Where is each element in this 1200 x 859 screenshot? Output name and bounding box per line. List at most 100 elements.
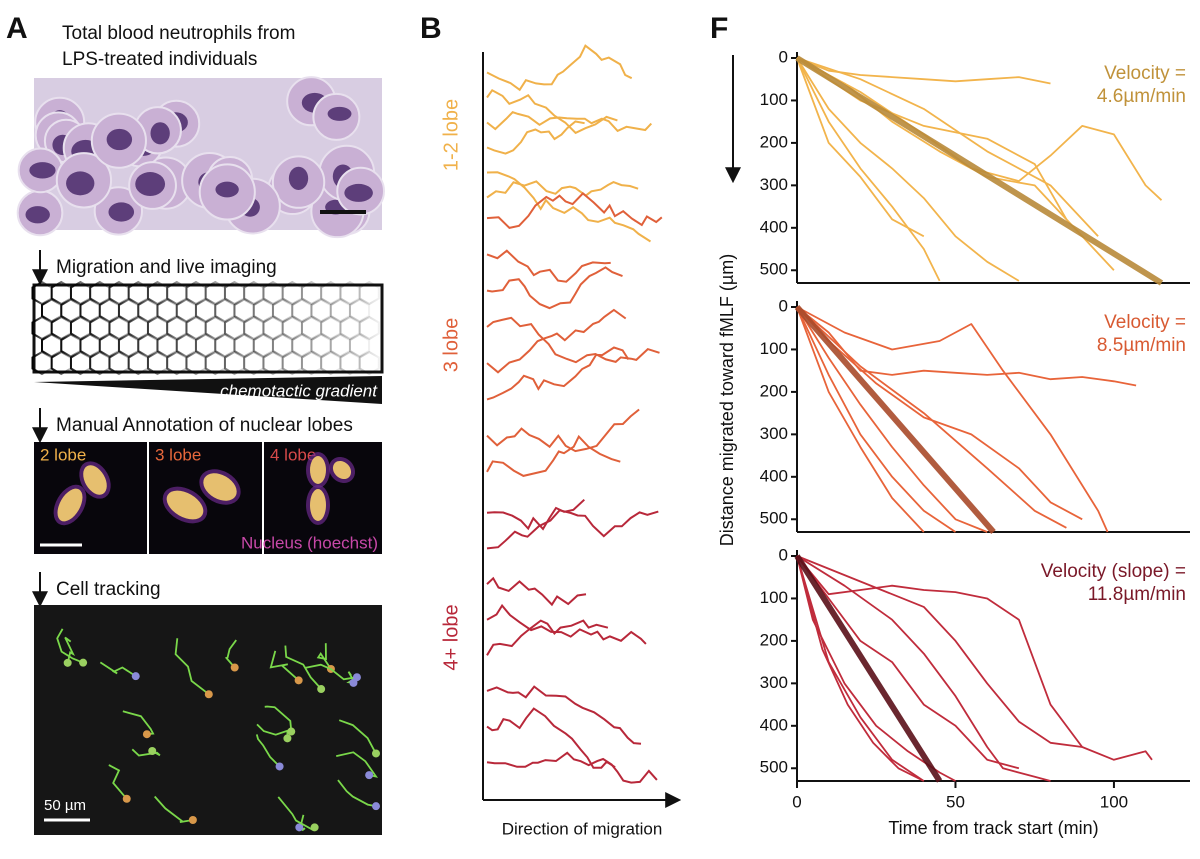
annotation: Velocity = — [1104, 312, 1186, 333]
nucleus — [66, 171, 95, 196]
cell-dot — [283, 734, 292, 743]
y-axis-label: Distance migrated toward fMLF (µm) — [717, 254, 737, 546]
lobe — [310, 489, 326, 521]
gradient-wedge — [34, 376, 382, 404]
cell-track — [255, 734, 281, 768]
cell-dot — [79, 658, 88, 667]
cell-track — [486, 509, 659, 550]
fit-line — [794, 554, 943, 783]
cell-track — [154, 795, 194, 823]
cell-dot — [310, 823, 319, 832]
y-tick-label: 400 — [760, 715, 788, 734]
cell-track — [486, 308, 627, 374]
nucleus — [25, 206, 50, 224]
y-tick-label: 200 — [760, 630, 788, 649]
lobe — [57, 488, 83, 522]
cell-track — [304, 663, 358, 681]
fit-line — [794, 305, 996, 534]
track-line — [796, 57, 941, 282]
cell-dot — [63, 658, 72, 667]
y-tick-label: 200 — [760, 132, 788, 151]
cell-dot — [148, 746, 157, 755]
nucleus — [288, 166, 309, 190]
y-tick-label: 400 — [760, 466, 788, 485]
cell-track — [284, 645, 322, 690]
lobe-label: 2 lobe — [40, 445, 86, 464]
track-line — [796, 555, 1051, 782]
cell-track — [486, 44, 633, 92]
lobe-label: 3 lobe — [155, 445, 201, 464]
cell-track — [486, 111, 653, 133]
y-tick-label: 300 — [760, 424, 788, 443]
cell-dot — [372, 802, 380, 811]
cell-track — [108, 764, 128, 800]
track-line — [796, 57, 1099, 237]
nucleus — [215, 181, 239, 198]
cell-dot — [372, 749, 380, 758]
cell-track — [174, 638, 210, 695]
cell-dot — [275, 762, 284, 771]
annotation: 11.8µm/min — [1088, 584, 1186, 605]
nucleus — [106, 128, 133, 151]
cell-dot — [365, 771, 374, 780]
panel-label: A — [6, 12, 28, 45]
nucleus — [108, 202, 135, 222]
gradient-label: chemotactic gradient — [220, 381, 378, 400]
cell-dot — [287, 727, 296, 736]
cell-dot — [294, 676, 303, 685]
y-tick-label: 200 — [760, 381, 788, 400]
cell-track — [486, 751, 658, 784]
cell-track — [486, 576, 587, 607]
y-tick-label: 400 — [760, 217, 788, 236]
track-line — [796, 57, 925, 238]
stain-label: Nucleus (hoechst) — [241, 533, 378, 552]
cell-dot — [188, 816, 197, 825]
x-tick-label: 50 — [946, 792, 965, 811]
cell-track — [337, 779, 377, 808]
lobe — [203, 473, 237, 501]
device — [32, 283, 384, 374]
y-tick-label: 100 — [760, 339, 788, 358]
lobe — [310, 456, 326, 484]
track-line — [796, 555, 1083, 748]
cell-track — [486, 316, 660, 364]
annotation: 4.6µm/min — [1097, 86, 1186, 107]
panel-a-title: Total blood neutrophils from — [62, 23, 295, 44]
cell-dot — [317, 685, 326, 694]
cell-track — [269, 650, 300, 681]
cell-track — [256, 723, 289, 739]
cell-track — [486, 434, 621, 477]
annotation: Velocity = — [1104, 63, 1186, 84]
x-axis-label: Time from track start (min) — [888, 818, 1098, 838]
annotation: Velocity (slope) = — [1041, 561, 1186, 582]
x-tick-label: 100 — [1100, 792, 1128, 811]
cell-dot — [142, 730, 151, 739]
lobe-label: 4 lobe — [270, 445, 316, 464]
cell-track — [486, 619, 609, 656]
nucleus — [29, 162, 56, 179]
cell-track — [486, 266, 623, 310]
cell-track — [486, 192, 663, 229]
lobe — [166, 490, 204, 520]
y-tick-label: 300 — [760, 175, 788, 194]
track-line — [796, 555, 925, 782]
track-line — [796, 306, 1083, 521]
nucleus — [135, 172, 166, 196]
track-line — [796, 306, 988, 533]
step-label: Cell tracking — [56, 579, 161, 600]
track-line — [796, 306, 1137, 387]
track-line — [796, 306, 925, 533]
cell-track — [131, 748, 161, 757]
cell-track — [486, 249, 611, 283]
nucleus-image — [34, 442, 147, 554]
y-tick-label: 500 — [760, 260, 788, 279]
nucleus — [150, 122, 170, 145]
cell-track — [486, 603, 647, 645]
cell-dot — [295, 823, 304, 832]
panel-label: B — [420, 12, 442, 45]
x-tick-label: 0 — [792, 792, 801, 811]
y-tick-label: 0 — [779, 545, 788, 564]
track-line — [796, 306, 957, 533]
cell-track — [486, 707, 616, 769]
